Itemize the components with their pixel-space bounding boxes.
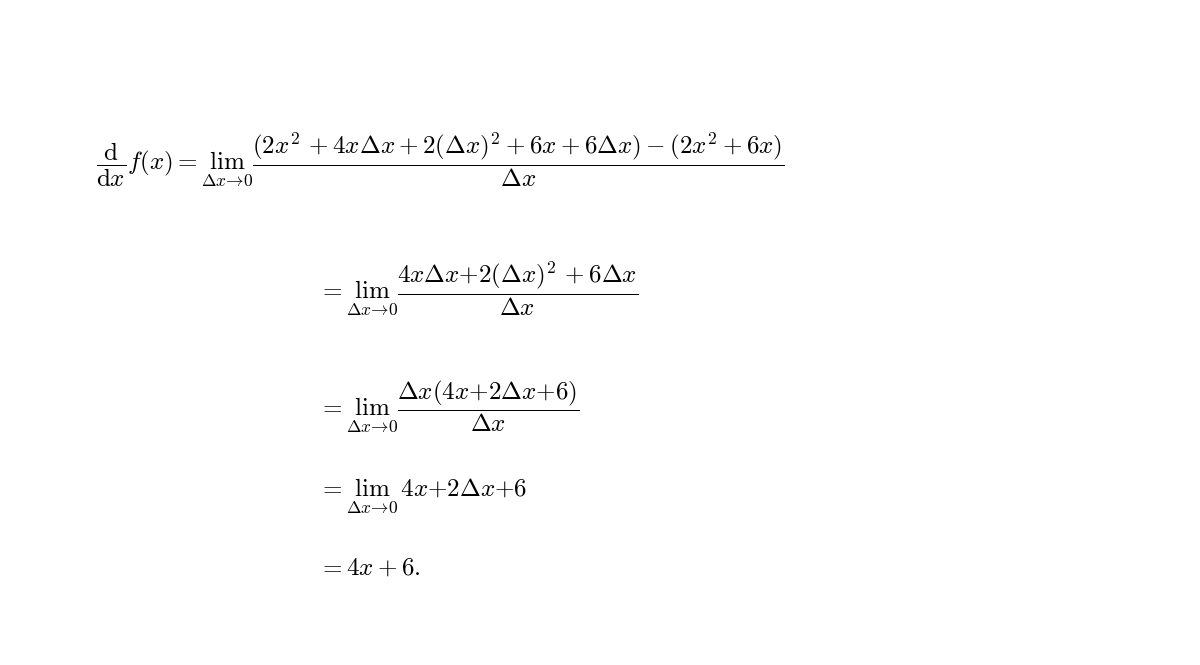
Text: $= \lim_{\Delta x \to 0} \dfrac{\Delta x(4x + 2\Delta x + 6)}{\Delta x}$: $= \lim_{\Delta x \to 0} \dfrac{\Delta x… <box>318 378 580 434</box>
Text: $= 4x + 6.$: $= 4x + 6.$ <box>318 557 420 581</box>
Text: $= \lim_{\Delta x \to 0} \dfrac{4x\Delta x + 2(\Delta x)^2 + 6\Delta x}{\Delta x: $= \lim_{\Delta x \to 0} \dfrac{4x\Delta… <box>318 260 638 319</box>
Text: $\dfrac{\mathrm{d}}{\mathrm{d}x}f(x) = \lim_{\Delta x \to 0} \dfrac{(2x^2 + 4x\D: $\dfrac{\mathrm{d}}{\mathrm{d}x}f(x) = \… <box>96 130 785 189</box>
Text: $= \lim_{\Delta x \to 0}\, 4x + 2\Delta x + 6$: $= \lim_{\Delta x \to 0}\, 4x + 2\Delta … <box>318 476 527 515</box>
